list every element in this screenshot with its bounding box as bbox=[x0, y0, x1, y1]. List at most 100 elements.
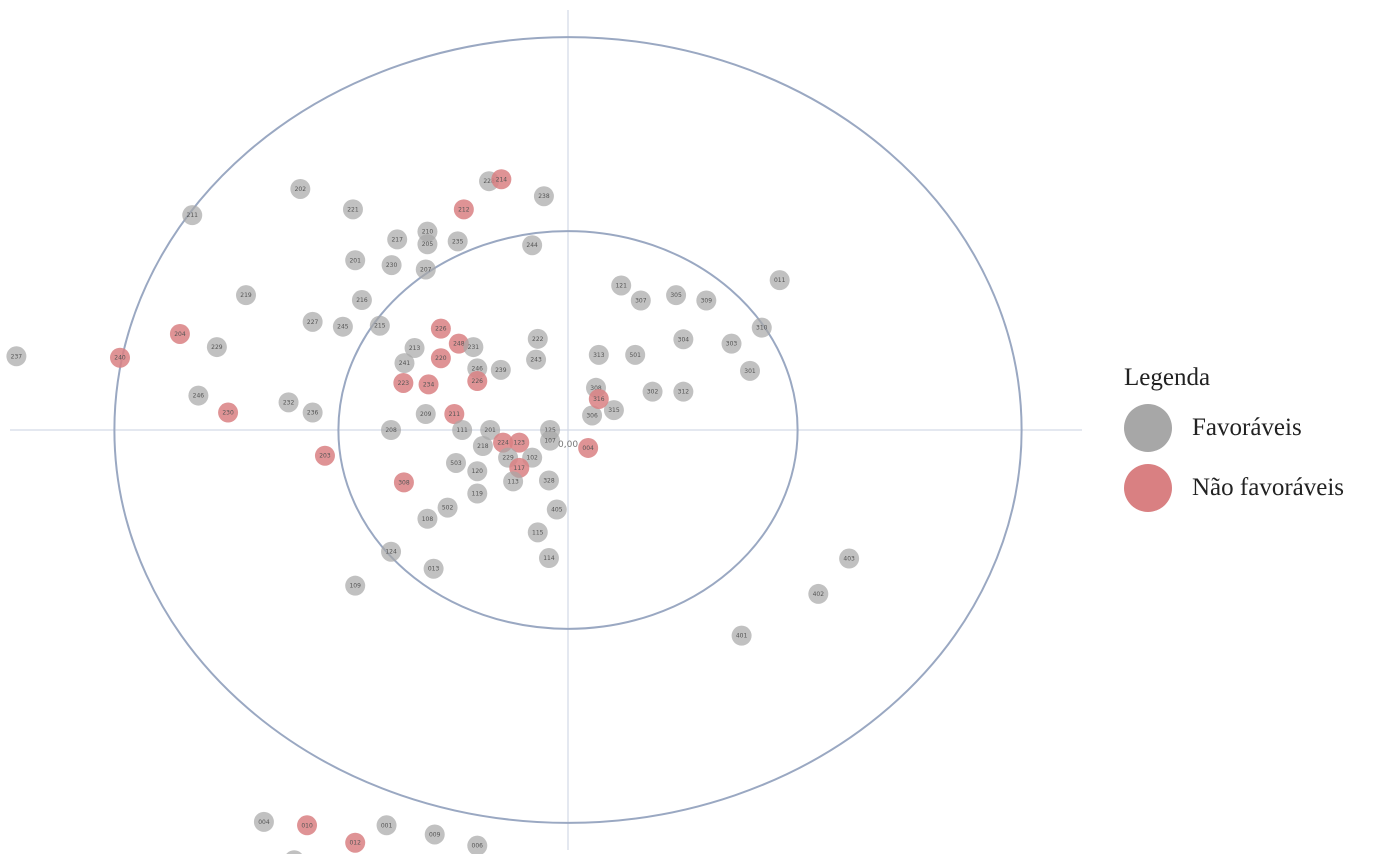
point-label: 228 bbox=[483, 178, 495, 185]
point-marker bbox=[424, 824, 445, 845]
point-marker bbox=[721, 333, 742, 354]
point-label: 234 bbox=[423, 381, 435, 388]
point-nao-favoravel: 004 bbox=[578, 437, 599, 458]
point-label: 207 bbox=[420, 266, 432, 273]
point-label: 226 bbox=[435, 326, 447, 333]
point-label: 211 bbox=[187, 212, 199, 219]
point-nao-favoravel: 230 bbox=[218, 402, 239, 423]
point-marker bbox=[769, 270, 790, 291]
point-favoravel: 301 bbox=[740, 360, 760, 381]
point-label: 004 bbox=[258, 819, 270, 826]
point-label: 245 bbox=[337, 324, 349, 331]
point-favoravel: 241 bbox=[394, 353, 415, 374]
point-favoravel: 315 bbox=[603, 400, 624, 421]
point-nao-favoravel: 308 bbox=[393, 472, 414, 493]
point-marker bbox=[423, 558, 444, 579]
point-favoravel: 209 bbox=[415, 403, 436, 424]
point-label: 230 bbox=[222, 410, 234, 417]
point-favoravel: 006 bbox=[467, 835, 488, 854]
point-favoravel: 403 bbox=[839, 548, 860, 569]
point-favoravel: 309 bbox=[696, 290, 717, 311]
point-favoravel: 238 bbox=[533, 186, 554, 207]
point-marker bbox=[302, 402, 323, 423]
point-favoravel: 229 bbox=[206, 337, 227, 358]
point-label: 211 bbox=[449, 411, 461, 418]
point-label: 111 bbox=[456, 427, 468, 434]
point-label: 248 bbox=[453, 341, 465, 348]
point-marker bbox=[278, 392, 299, 413]
point-marker bbox=[588, 344, 609, 365]
point-label: 009 bbox=[429, 831, 441, 838]
point-marker bbox=[673, 329, 694, 350]
point-nao-favoravel: 240 bbox=[110, 347, 130, 368]
point-label: 405 bbox=[551, 507, 563, 514]
point-marker bbox=[376, 815, 397, 836]
point-label: 402 bbox=[813, 591, 825, 598]
legend-label-favoraveis: Favoráveis bbox=[1192, 414, 1302, 441]
point-favoravel: 107 bbox=[540, 430, 561, 451]
point-label: 213 bbox=[409, 345, 421, 352]
point-nao-favoravel: 123 bbox=[509, 432, 530, 453]
point-label: 113 bbox=[507, 478, 519, 485]
point-label: 229 bbox=[502, 455, 514, 462]
point-label: 209 bbox=[420, 411, 432, 418]
point-favoravel: 009 bbox=[424, 824, 445, 845]
point-marker bbox=[526, 349, 547, 370]
point-marker bbox=[467, 371, 488, 392]
point-favoravel: 201 bbox=[345, 250, 366, 271]
point-label: 313 bbox=[593, 352, 605, 359]
point-favoravel: 310 bbox=[751, 317, 772, 338]
point-marker bbox=[453, 199, 474, 220]
legend-item-favoraveis: Favoráveis bbox=[1124, 404, 1394, 452]
point-marker bbox=[6, 346, 27, 367]
point-marker bbox=[302, 311, 323, 332]
point-marker bbox=[546, 499, 567, 520]
point-favoravel: 244 bbox=[522, 235, 543, 256]
point-label: 246 bbox=[472, 365, 484, 372]
point-label: 004 bbox=[582, 445, 594, 452]
point-marker bbox=[696, 290, 717, 311]
point-marker bbox=[206, 337, 227, 358]
point-favoravel: 501 bbox=[625, 344, 646, 365]
point-marker bbox=[236, 285, 256, 306]
point-label: 222 bbox=[532, 336, 544, 343]
point-marker bbox=[740, 360, 760, 381]
point-marker bbox=[467, 483, 488, 504]
point-marker bbox=[540, 430, 561, 451]
point-marker bbox=[452, 420, 473, 440]
point-favoravel: 215 bbox=[369, 315, 390, 336]
point-nao-favoravel: 214 bbox=[491, 169, 512, 190]
point-label: 123 bbox=[514, 440, 526, 447]
point-label: 306 bbox=[586, 412, 598, 419]
point-marker bbox=[808, 583, 829, 604]
point-favoravel: 124 bbox=[381, 541, 402, 562]
point-marker bbox=[582, 405, 603, 426]
point-marker bbox=[603, 400, 624, 421]
point-label: 316 bbox=[593, 396, 605, 403]
point-label: 212 bbox=[458, 206, 470, 213]
scatter-plot: 237 240 204 229 246 230 211 219 202 227 232 236 203 2… bbox=[6, 10, 1082, 854]
point-label: 240 bbox=[114, 355, 126, 362]
point-nao-favoravel: 234 bbox=[418, 374, 439, 395]
point-favoravel: 218 bbox=[472, 436, 493, 457]
legend-swatch-nao-favoraveis bbox=[1124, 464, 1172, 512]
point-favoravel: 115 bbox=[527, 522, 548, 543]
point-nao-favoravel: 010 bbox=[297, 815, 318, 836]
point-favoravel: 235 bbox=[447, 231, 468, 252]
point-label: 119 bbox=[472, 491, 484, 498]
point-marker bbox=[332, 316, 353, 337]
point-label: 010 bbox=[301, 822, 313, 829]
point-marker bbox=[297, 815, 318, 836]
point-label: 220 bbox=[435, 355, 447, 362]
point-label: 310 bbox=[756, 325, 768, 332]
point-marker bbox=[437, 497, 458, 518]
point-marker bbox=[588, 388, 609, 409]
point-marker bbox=[417, 234, 438, 255]
point-marker bbox=[290, 178, 311, 199]
legend-title: Legenda bbox=[1124, 364, 1211, 391]
point-marker bbox=[394, 353, 415, 374]
point-label: 114 bbox=[543, 555, 555, 562]
point-label: 305 bbox=[670, 292, 682, 299]
legend: Legenda Favoráveis Não favoráveis bbox=[1124, 364, 1394, 512]
point-favoravel: 502 bbox=[437, 497, 458, 518]
